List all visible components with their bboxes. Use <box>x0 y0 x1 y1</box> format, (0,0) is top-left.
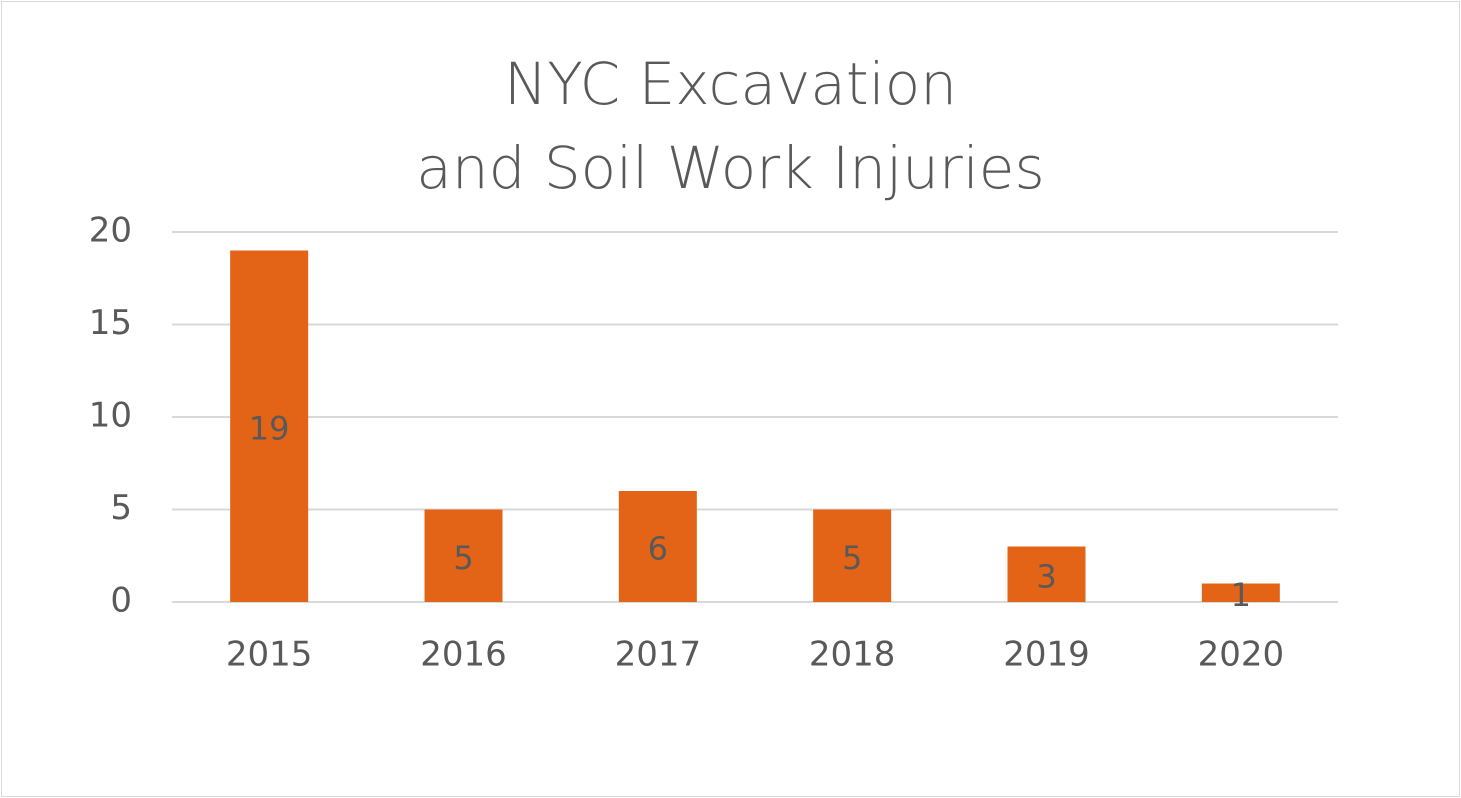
data-label: 5 <box>842 539 862 577</box>
x-tick-label: 2016 <box>420 635 507 675</box>
bar <box>813 509 892 602</box>
chart-title: NYC Excavation and Soil Work Injuries <box>416 50 1045 202</box>
bar <box>230 250 309 602</box>
data-label: 5 <box>453 539 473 577</box>
data-label: 19 <box>249 409 290 447</box>
y-tick-label: 10 <box>89 396 132 436</box>
y-tick-label: 20 <box>89 211 132 251</box>
data-label: 6 <box>648 530 668 568</box>
y-tick-label: 5 <box>110 488 132 528</box>
bar <box>1201 583 1280 602</box>
x-tick-label: 2019 <box>1003 635 1090 675</box>
data-label: 3 <box>1036 557 1056 595</box>
bar <box>1007 546 1086 602</box>
bar <box>618 491 697 602</box>
x-tick-label: 2015 <box>226 635 313 675</box>
x-tick-label: 2018 <box>809 635 896 675</box>
y-tick-label: 15 <box>89 303 132 343</box>
bar <box>424 509 503 602</box>
x-tick-label: 2017 <box>615 635 702 675</box>
data-label: 1 <box>1231 576 1251 614</box>
x-tick-label: 2020 <box>1198 635 1285 675</box>
y-tick-label: 0 <box>110 581 132 621</box>
